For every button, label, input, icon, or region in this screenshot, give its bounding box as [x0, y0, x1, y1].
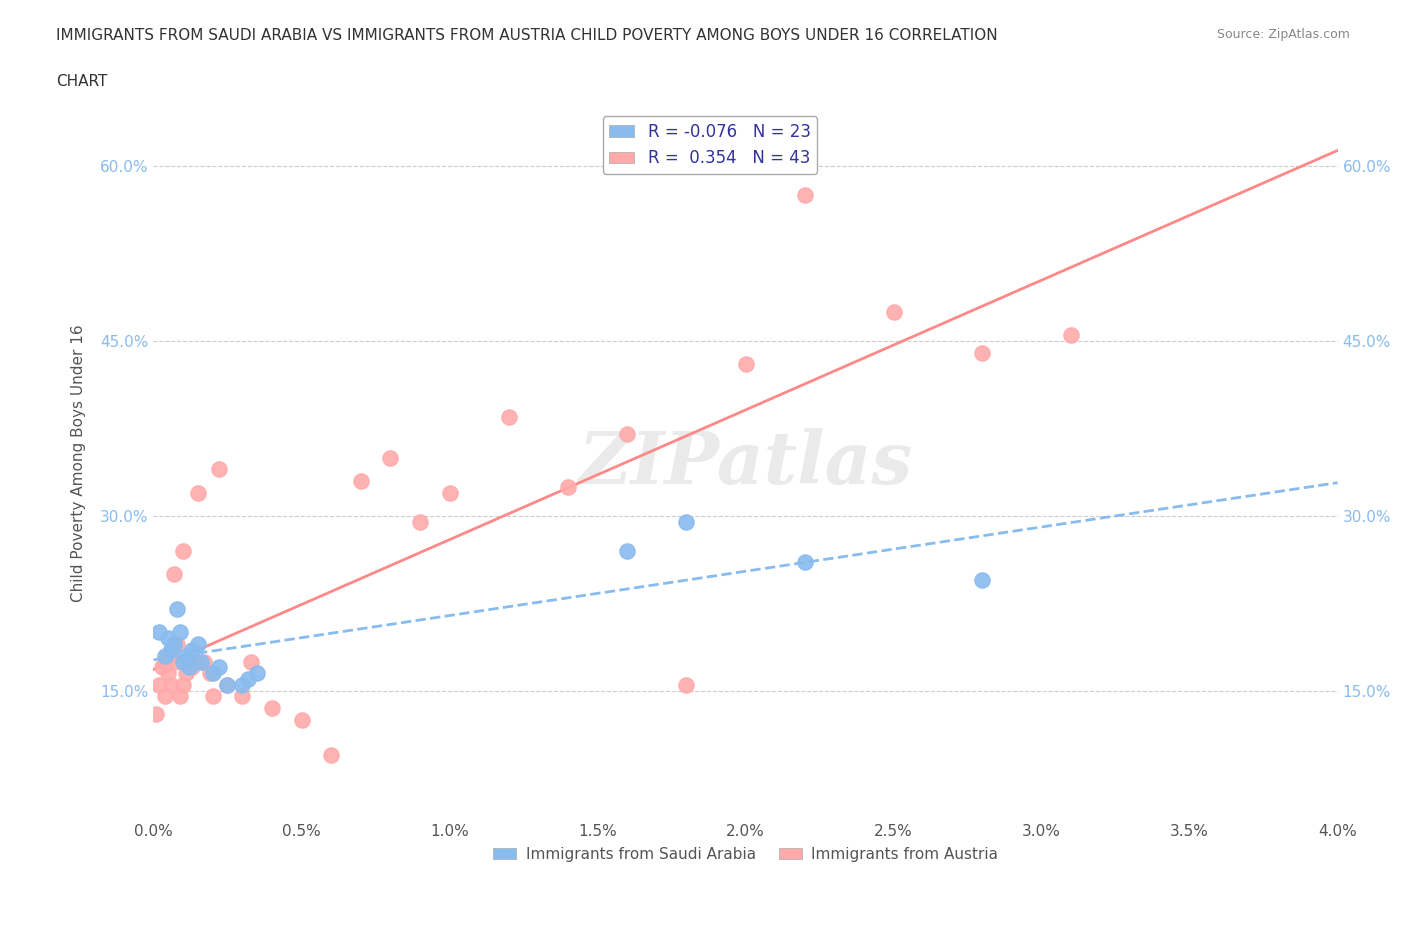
Point — [260, 700, 283, 715]
Text: Source: ZipAtlas.com: Source: ZipAtlas.com — [1216, 28, 1350, 41]
Point — [160, 677, 183, 692]
Point — [177, 660, 200, 675]
Point — [240, 654, 263, 669]
Point — [675, 677, 697, 692]
Point — [174, 666, 197, 681]
Point — [163, 654, 186, 669]
Point — [616, 427, 638, 442]
Point — [157, 666, 180, 681]
Point — [246, 666, 269, 681]
Point — [350, 473, 373, 488]
Point — [157, 631, 180, 645]
Point — [174, 648, 197, 663]
Point — [160, 643, 183, 658]
Point — [163, 566, 186, 581]
Point — [675, 514, 697, 529]
Point — [557, 479, 579, 494]
Point — [172, 677, 194, 692]
Point — [734, 357, 756, 372]
Point — [793, 555, 815, 570]
Point — [187, 637, 209, 652]
Point — [187, 485, 209, 500]
Point — [217, 677, 239, 692]
Point — [166, 637, 188, 652]
Point — [181, 643, 204, 658]
Point — [177, 660, 200, 675]
Point — [169, 625, 191, 640]
Point — [172, 654, 194, 669]
Point — [201, 666, 224, 681]
Point — [198, 666, 221, 681]
Legend: Immigrants from Saudi Arabia, Immigrants from Austria: Immigrants from Saudi Arabia, Immigrants… — [488, 841, 1004, 868]
Point — [231, 677, 253, 692]
Point — [207, 462, 229, 477]
Point — [169, 689, 191, 704]
Point — [290, 712, 312, 727]
Point — [439, 485, 461, 500]
Point — [201, 689, 224, 704]
Point — [409, 514, 432, 529]
Point — [150, 660, 173, 675]
Point — [972, 573, 994, 588]
Point — [793, 188, 815, 203]
Point — [217, 677, 239, 692]
Point — [319, 748, 342, 763]
Text: ZIPatlas: ZIPatlas — [578, 428, 912, 498]
Point — [157, 648, 180, 663]
Point — [238, 671, 260, 686]
Point — [166, 602, 188, 617]
Y-axis label: Child Poverty Among Boys Under 16: Child Poverty Among Boys Under 16 — [72, 325, 86, 603]
Point — [145, 707, 167, 722]
Text: CHART: CHART — [56, 74, 108, 89]
Point — [883, 304, 905, 319]
Point — [193, 654, 215, 669]
Point — [616, 543, 638, 558]
Point — [380, 450, 402, 465]
Point — [1060, 327, 1083, 342]
Point — [184, 654, 207, 669]
Point — [163, 637, 186, 652]
Point — [190, 654, 212, 669]
Point — [155, 689, 177, 704]
Point — [155, 654, 177, 669]
Point — [148, 625, 170, 640]
Point — [972, 345, 994, 360]
Text: IMMIGRANTS FROM SAUDI ARABIA VS IMMIGRANTS FROM AUSTRIA CHILD POVERTY AMONG BOYS: IMMIGRANTS FROM SAUDI ARABIA VS IMMIGRAN… — [56, 28, 998, 43]
Point — [155, 648, 177, 663]
Point — [207, 660, 229, 675]
Point — [160, 643, 183, 658]
Point — [181, 660, 204, 675]
Point — [148, 677, 170, 692]
Point — [231, 689, 253, 704]
Point — [172, 543, 194, 558]
Point — [498, 409, 520, 424]
